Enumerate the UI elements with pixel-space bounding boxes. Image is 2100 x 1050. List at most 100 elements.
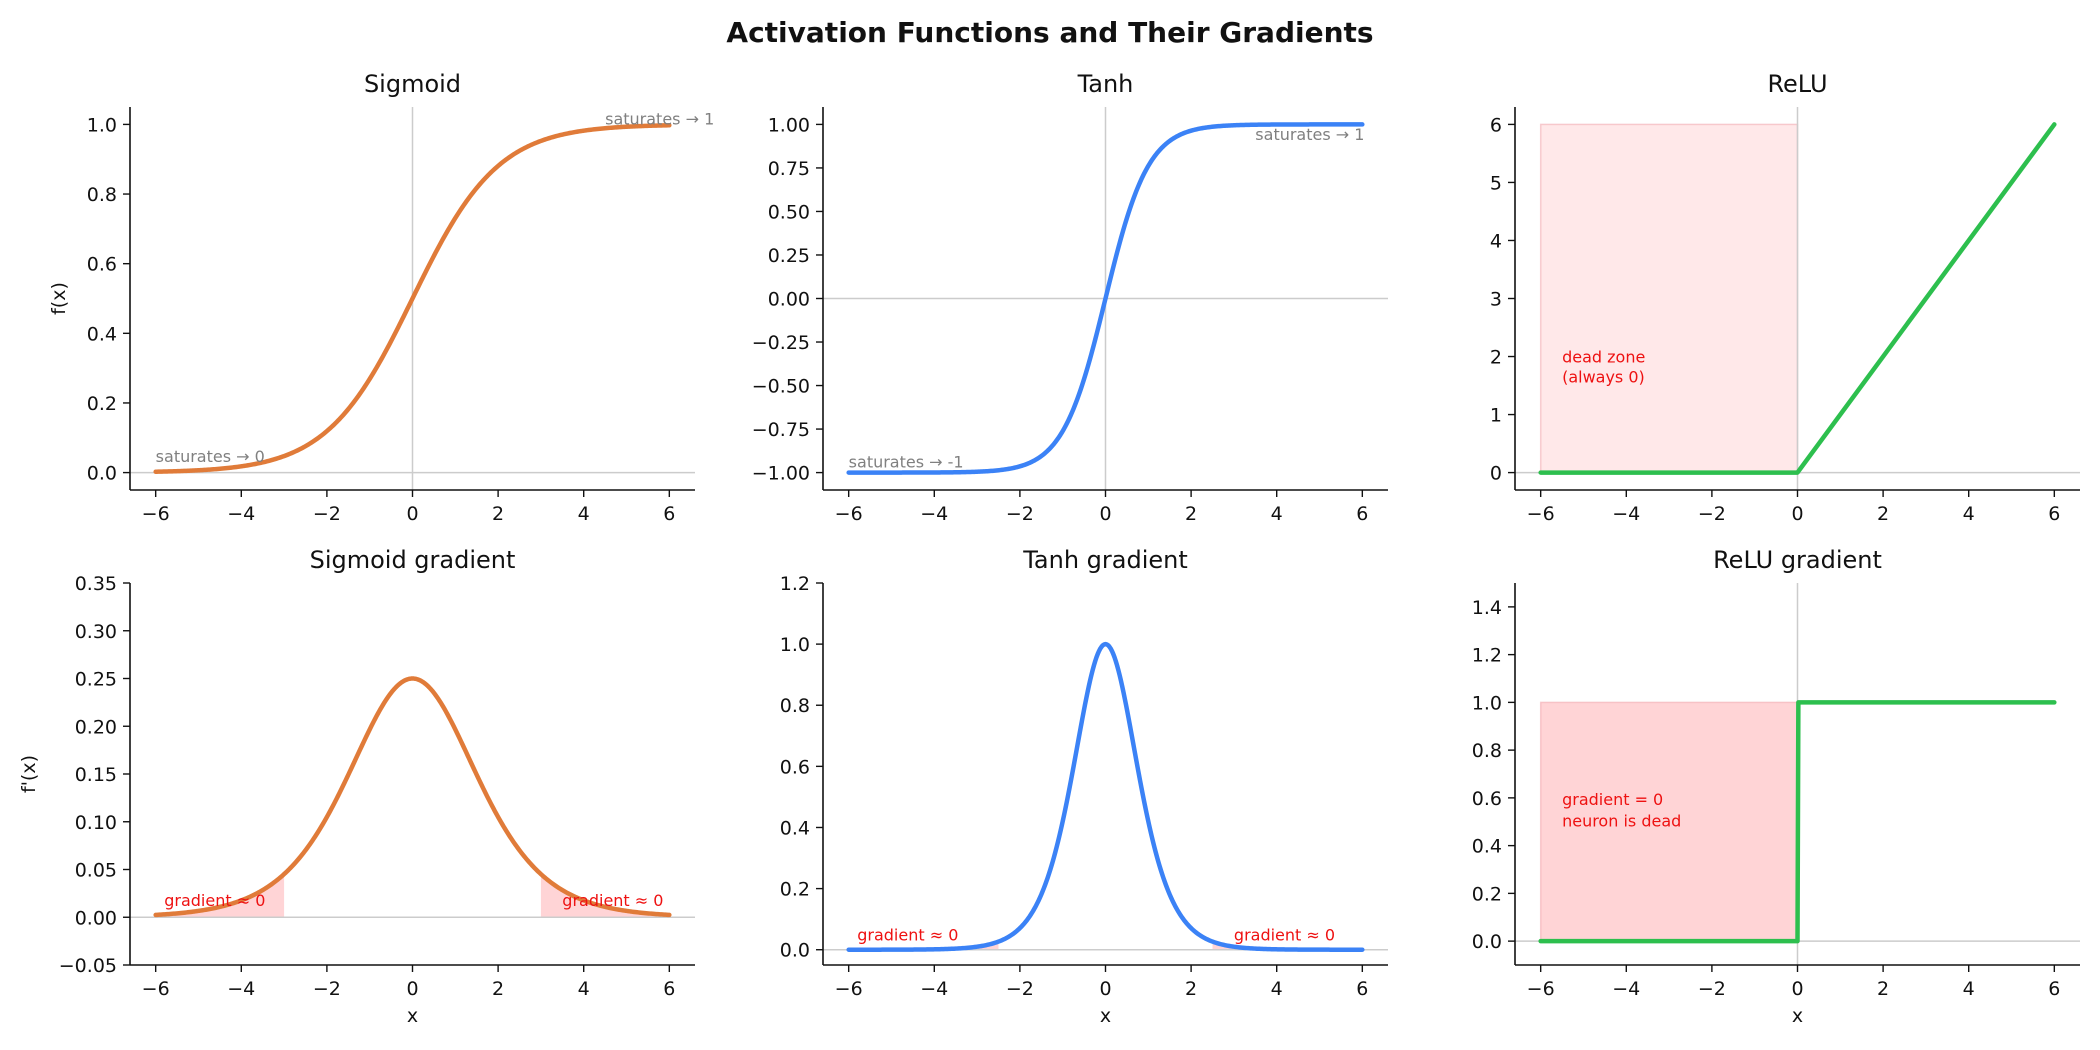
panel-relu-gradient: ReLU gradient −6 −4 −2 0 2 4 6 0.0 0.2 0.4 0.6 0.8 1.… bbox=[1472, 546, 2080, 1027]
annotation: gradient ≈ 0 bbox=[562, 891, 663, 910]
annotation: (always 0) bbox=[1562, 368, 1645, 387]
x-tick-label: 6 bbox=[2048, 978, 2060, 1000]
x-tick-label: 4 bbox=[578, 503, 590, 525]
y-tick-label: 0.6 bbox=[1472, 788, 1502, 810]
x-tick-label: 0 bbox=[406, 978, 418, 1000]
y-tick-label: −0.25 bbox=[752, 332, 810, 354]
dead-region bbox=[1539, 701, 1799, 942]
y-tick-label: −0.05 bbox=[59, 955, 117, 977]
x-tick-label: 2 bbox=[1877, 978, 1889, 1000]
y-tick-label: 1.0 bbox=[87, 114, 117, 136]
annotation: dead zone bbox=[1562, 347, 1645, 366]
y-tick-label: −0.75 bbox=[752, 419, 810, 441]
y-tick-label: 0.8 bbox=[87, 184, 117, 206]
series-line-tanh-gradient bbox=[846, 641, 1365, 952]
y-tick-label: 0.05 bbox=[75, 860, 117, 882]
x-tick-label: 6 bbox=[1356, 978, 1368, 1000]
annotation: saturates → 1 bbox=[1255, 125, 1364, 144]
y-tick-label: 1.2 bbox=[1472, 645, 1502, 667]
y-tick-label: 0.0 bbox=[87, 463, 117, 485]
x-tick-label: 0 bbox=[1099, 978, 1111, 1000]
y-tick-label: 1.00 bbox=[768, 114, 810, 136]
series-line-relu bbox=[1538, 122, 2057, 475]
x-tick-label: −6 bbox=[142, 978, 170, 1000]
y-tick-label: 0.75 bbox=[768, 158, 810, 180]
x-axis-label: x bbox=[1100, 1005, 1111, 1027]
dead-region bbox=[540, 874, 670, 918]
series-line-relu-gradient bbox=[1538, 700, 2057, 944]
y-axis-label: f'(x) bbox=[18, 755, 40, 793]
x-tick-label: −2 bbox=[1006, 503, 1034, 525]
dead-region bbox=[155, 874, 285, 918]
annotation: gradient ≈ 0 bbox=[1234, 926, 1335, 945]
x-tick-label: −4 bbox=[920, 978, 948, 1000]
x-tick-label: 0 bbox=[1791, 978, 1803, 1000]
panel-tanh-gradient: Tanh gradient −6 −4 −2 0 2 4 6 0.0 0.2 0.4 0.6 0.8 1.… bbox=[780, 546, 1388, 1027]
x-tick-label: 2 bbox=[1185, 978, 1197, 1000]
y-tick-label: 0.15 bbox=[75, 764, 117, 786]
y-tick-label: 3 bbox=[1490, 289, 1502, 311]
y-tick-label: 0.2 bbox=[780, 879, 810, 901]
x-tick-label: −6 bbox=[835, 503, 863, 525]
dead-region bbox=[848, 941, 999, 950]
x-axis-label: x bbox=[407, 1005, 418, 1027]
y-tick-label: −0.50 bbox=[752, 376, 810, 398]
x-tick-label: 0 bbox=[1791, 503, 1803, 525]
x-tick-label: −4 bbox=[227, 978, 255, 1000]
annotation: gradient ≈ 0 bbox=[164, 891, 265, 910]
y-tick-label: 6 bbox=[1490, 114, 1502, 136]
x-tick-label: 4 bbox=[1963, 503, 1975, 525]
y-tick-label: −1.00 bbox=[752, 463, 810, 485]
x-tick-label: −2 bbox=[1698, 978, 1726, 1000]
y-tick-label: 2 bbox=[1490, 347, 1502, 369]
figure-title: Activation Functions and Their Gradients bbox=[726, 16, 1373, 49]
panel-sigmoid-gradient: Sigmoid gradient −6 −4 −2 0 2 4 6 −0.05 0.00 0.05 0… bbox=[18, 546, 695, 1027]
x-tick-label: 4 bbox=[1271, 978, 1283, 1000]
y-tick-label: 0.25 bbox=[75, 669, 117, 691]
x-axis-label: x bbox=[1792, 1005, 1803, 1027]
dead-region bbox=[1212, 941, 1363, 950]
x-tick-label: −6 bbox=[1527, 503, 1555, 525]
x-tick-label: 0 bbox=[406, 503, 418, 525]
y-tick-label: 0 bbox=[1490, 463, 1502, 485]
panel-title: Sigmoid gradient bbox=[310, 546, 516, 574]
panel-title: ReLU bbox=[1767, 70, 1827, 98]
x-tick-label: 6 bbox=[1356, 503, 1368, 525]
y-tick-label: 1.0 bbox=[780, 634, 810, 656]
x-tick-label: 6 bbox=[663, 978, 675, 1000]
panel-title: Tanh gradient bbox=[1022, 546, 1188, 574]
y-tick-label: 0.00 bbox=[768, 289, 810, 311]
annotation: gradient = 0 bbox=[1562, 790, 1663, 809]
annotation: saturates → 1 bbox=[605, 109, 714, 128]
annotation: saturates → -1 bbox=[849, 452, 964, 471]
x-tick-label: 0 bbox=[1099, 503, 1111, 525]
y-tick-label: 0.4 bbox=[1472, 836, 1502, 858]
x-tick-label: 2 bbox=[492, 503, 504, 525]
y-tick-label: 0.0 bbox=[780, 940, 810, 962]
x-tick-label: −6 bbox=[142, 503, 170, 525]
x-tick-label: −2 bbox=[313, 503, 341, 525]
series-line-sigmoid bbox=[153, 123, 672, 474]
panel-title: Tanh bbox=[1077, 70, 1134, 98]
y-tick-label: 0.2 bbox=[1472, 883, 1502, 905]
series-line-sigmoid-gradient bbox=[153, 676, 672, 918]
y-tick-label: 0.4 bbox=[87, 323, 117, 345]
y-tick-label: 4 bbox=[1490, 230, 1502, 252]
x-tick-label: 4 bbox=[1963, 978, 1975, 1000]
panel-title: Sigmoid bbox=[364, 70, 461, 98]
y-tick-label: 0.8 bbox=[1472, 740, 1502, 762]
y-tick-label: 0.0 bbox=[1472, 931, 1502, 953]
annotation: gradient ≈ 0 bbox=[857, 926, 958, 945]
x-tick-label: −6 bbox=[835, 978, 863, 1000]
annotation: neuron is dead bbox=[1562, 812, 1681, 831]
y-tick-label: 0.10 bbox=[75, 812, 117, 834]
y-tick-label: 0.30 bbox=[75, 621, 117, 643]
y-tick-label: 1 bbox=[1490, 405, 1502, 427]
x-tick-label: 6 bbox=[2048, 503, 2060, 525]
y-tick-label: 0.00 bbox=[75, 907, 117, 929]
panel-grid: Sigmoid −6 −4 −2 0 2 4 6 0.0 0.2 0.4 0.6 0.8 1.0 f(x) s… bbox=[18, 70, 2080, 1027]
y-tick-label: 1.4 bbox=[1472, 597, 1502, 619]
y-tick-label: 0.20 bbox=[75, 716, 117, 738]
y-tick-label: 0.25 bbox=[768, 245, 810, 267]
